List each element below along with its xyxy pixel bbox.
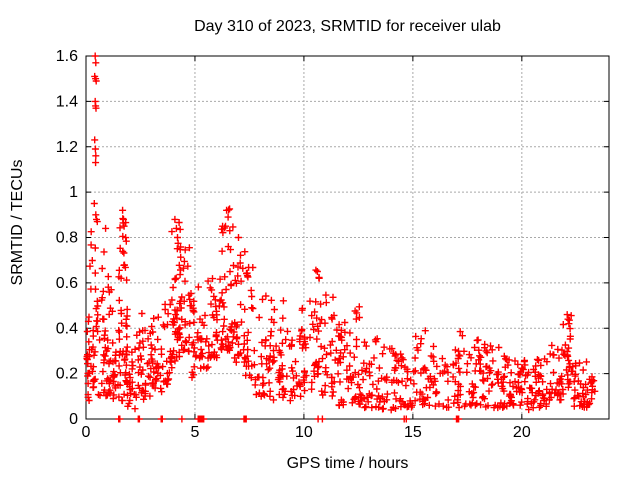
- x-tick-label: 15: [404, 424, 422, 441]
- x-tick-label: 5: [191, 424, 200, 441]
- x-tick-label: 20: [513, 424, 531, 441]
- x-tick-label: 10: [295, 424, 313, 441]
- x-axis-label: GPS time / hours: [286, 455, 409, 472]
- x-tick-label: 0: [82, 424, 91, 441]
- y-tick-label: 1: [69, 184, 78, 201]
- data-points: [83, 52, 599, 423]
- chart-title: Day 310 of 2023, SRMTID for receiver ula…: [194, 18, 501, 35]
- y-tick-label: 0: [69, 411, 78, 428]
- y-tick-label: 0.8: [56, 230, 78, 247]
- y-tick-label: 1.6: [56, 48, 78, 65]
- y-tick-label: 0.2: [56, 366, 78, 383]
- y-tick-label: 1.4: [56, 93, 78, 110]
- y-tick-label: 1.2: [56, 139, 78, 156]
- y-tick-label: 0.4: [56, 320, 78, 337]
- y-tick-label: 0.6: [56, 275, 78, 292]
